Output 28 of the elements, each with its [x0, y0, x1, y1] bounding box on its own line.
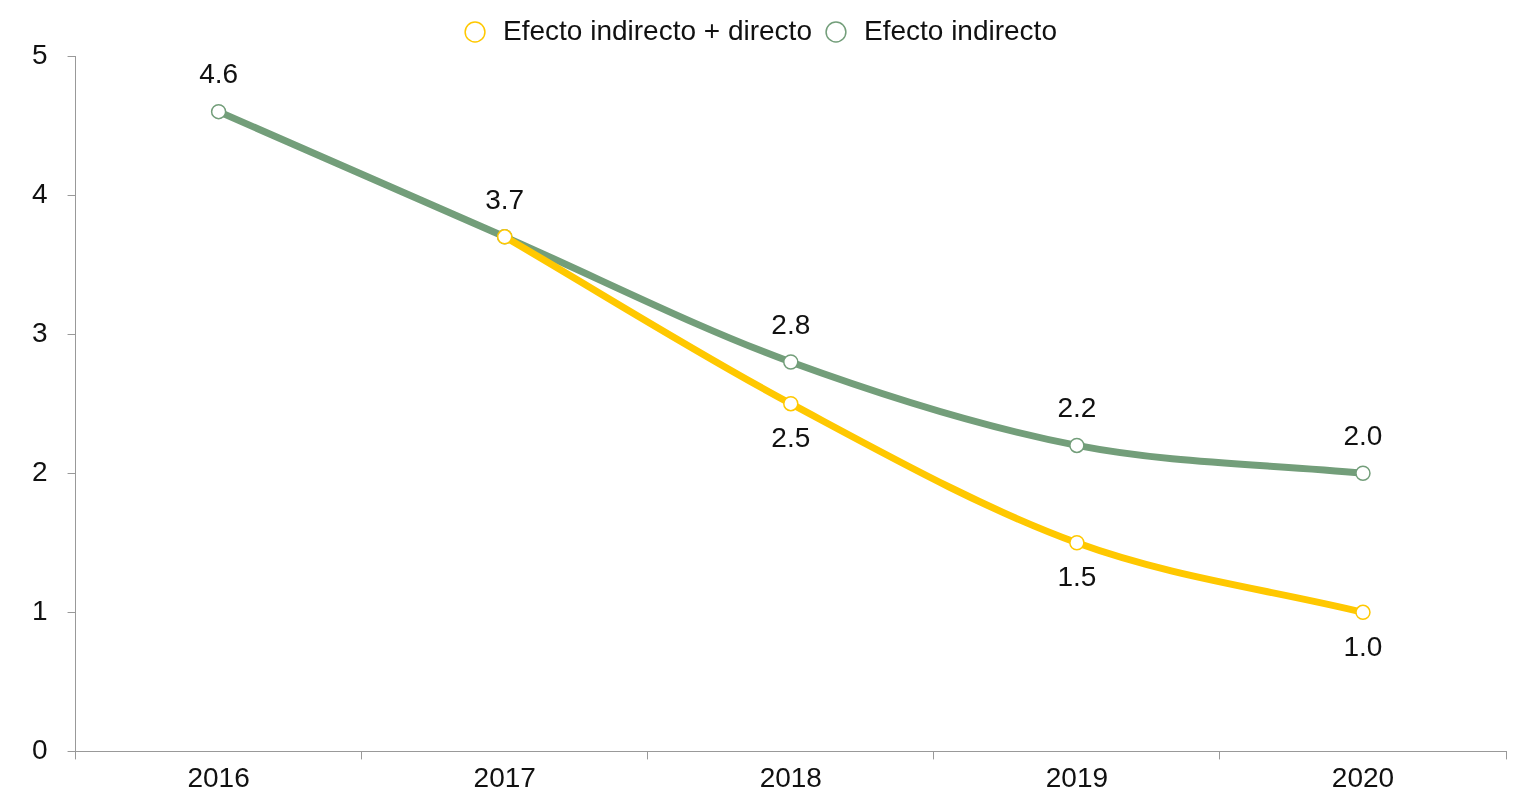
x-tick-label: 2018: [759, 761, 822, 793]
point: [210, 103, 227, 120]
legend-label: Efecto indirecto: [863, 14, 1057, 46]
data-label: 2.0: [1343, 419, 1383, 451]
y-tick-label: 3: [31, 316, 48, 348]
data-label: 1.5: [1057, 561, 1097, 593]
data-label: 2.5: [771, 422, 811, 454]
y-tick-label: 5: [31, 38, 48, 70]
legend-label: Efecto indirecto + directo: [503, 14, 812, 46]
y-tick-label: 4: [31, 177, 48, 209]
data-label: 2.2: [1057, 392, 1097, 424]
data-label: 1.0: [1343, 631, 1383, 663]
point: [783, 354, 799, 370]
point: [1069, 437, 1085, 454]
point: [1069, 535, 1085, 551]
data-label: 2.8: [771, 308, 811, 340]
y-tick-label: 2: [31, 455, 48, 487]
y-tick-label: 1: [31, 595, 48, 627]
x-tick-label: 2016: [187, 761, 250, 793]
point: [1355, 465, 1371, 481]
x-tick-label: 2020: [1331, 761, 1395, 793]
point: [783, 395, 799, 412]
point: [1355, 604, 1371, 621]
data-label: 3.7: [485, 183, 525, 215]
data-label: 4.6: [199, 58, 239, 90]
x-tick-label: 2019: [1045, 761, 1109, 793]
y-tick-label: 0: [31, 734, 48, 766]
x-tick-label: 2017: [473, 761, 536, 793]
